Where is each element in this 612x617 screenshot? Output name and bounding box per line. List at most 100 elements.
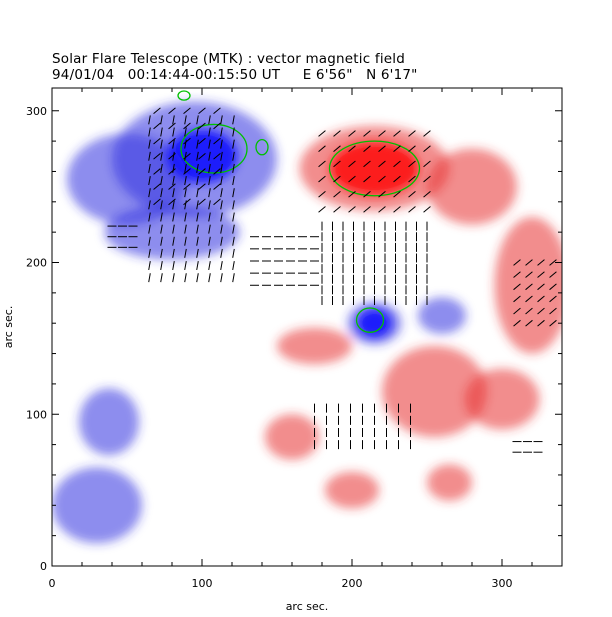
field-vector — [198, 122, 206, 130]
positive-field-region — [494, 217, 562, 354]
field-vector — [184, 200, 187, 210]
field-vector — [408, 160, 416, 168]
field-vector — [168, 107, 176, 115]
field-vector — [363, 145, 371, 152]
negative-field-region — [418, 297, 466, 334]
field-vector — [423, 145, 431, 152]
field-vector — [393, 130, 401, 137]
strong-field-core — [329, 141, 420, 196]
field-vector — [172, 176, 175, 186]
field-vector — [393, 175, 401, 183]
field-vector — [232, 163, 235, 173]
field-vector — [348, 130, 356, 137]
field-vector — [183, 122, 191, 130]
field-vector — [208, 236, 211, 246]
field-vector — [537, 283, 545, 291]
field-vector — [513, 283, 521, 291]
y-axis-label: arc sec. — [2, 306, 15, 349]
chart-title: Solar Flare Telescope (MTK) : vector mag… — [52, 51, 405, 67]
field-vector — [333, 130, 341, 137]
field-vector — [196, 200, 199, 210]
field-vector — [184, 139, 187, 149]
field-vector — [348, 175, 356, 183]
field-vector — [160, 115, 163, 125]
field-vector — [196, 176, 199, 186]
field-vector — [198, 183, 206, 190]
field-vector — [184, 236, 187, 246]
field-vector — [172, 151, 175, 161]
field-vector — [525, 259, 533, 266]
field-vector — [213, 198, 221, 206]
field-vector — [213, 183, 221, 190]
field-vector — [148, 273, 151, 283]
field-vector — [160, 248, 163, 258]
field-contour — [355, 307, 385, 333]
field-vector — [318, 145, 326, 152]
y-tick-label: 300 — [26, 105, 47, 118]
field-vector — [363, 130, 371, 137]
field-vector — [172, 273, 175, 283]
field-vector — [318, 175, 326, 183]
field-vector — [198, 153, 206, 160]
field-vector — [348, 206, 356, 213]
field-vector — [232, 127, 235, 137]
field-vector — [348, 190, 356, 198]
field-vector — [549, 295, 557, 303]
field-vector — [423, 130, 431, 137]
field-vector — [196, 139, 199, 149]
field-vector — [208, 273, 211, 283]
positive-field-region — [427, 464, 472, 501]
field-vector — [172, 248, 175, 258]
field-vector — [220, 261, 223, 271]
field-vector — [183, 107, 191, 115]
field-vector — [220, 163, 223, 173]
y-tick-label: 200 — [26, 257, 47, 270]
positive-field-region — [325, 471, 379, 509]
field-vector — [160, 200, 163, 210]
field-vector — [184, 188, 187, 198]
field-vector — [160, 212, 163, 222]
field-vector — [168, 153, 176, 160]
field-vector — [423, 206, 431, 213]
field-vector — [393, 145, 401, 152]
positive-field-region — [464, 368, 540, 430]
field-vector — [549, 283, 557, 291]
field-contour — [328, 140, 421, 197]
field-vector — [198, 198, 206, 206]
field-vector — [208, 115, 211, 125]
field-contour — [177, 90, 191, 101]
positive-field-region — [277, 327, 352, 365]
field-vector — [148, 224, 151, 234]
field-vector — [196, 163, 199, 173]
field-vector — [183, 198, 191, 206]
x-tick-label: 100 — [192, 577, 213, 590]
field-vector — [232, 236, 235, 246]
field-contour — [255, 138, 269, 156]
field-vector — [172, 127, 175, 137]
field-vector — [408, 145, 416, 152]
field-vector — [537, 271, 545, 278]
field-vector — [172, 139, 175, 149]
field-vector — [148, 176, 151, 186]
field-vector — [213, 122, 221, 130]
field-vector — [196, 151, 199, 161]
field-vector — [153, 183, 161, 190]
field-vector — [525, 319, 533, 327]
field-contours — [177, 90, 421, 333]
field-vector — [148, 261, 151, 271]
field-vector — [220, 127, 223, 137]
field-vector — [220, 188, 223, 198]
field-vector — [196, 261, 199, 271]
x-tick-label: 200 — [342, 577, 363, 590]
field-vector — [513, 295, 521, 303]
field-vector — [393, 206, 401, 213]
field-vector — [423, 160, 431, 168]
field-vector — [208, 188, 211, 198]
x-tick-label: 0 — [49, 577, 56, 590]
x-axis-label: arc sec. — [286, 600, 329, 613]
field-vector — [525, 295, 533, 303]
field-vector — [549, 307, 557, 315]
field-vector — [184, 273, 187, 283]
field-vector — [148, 212, 151, 222]
